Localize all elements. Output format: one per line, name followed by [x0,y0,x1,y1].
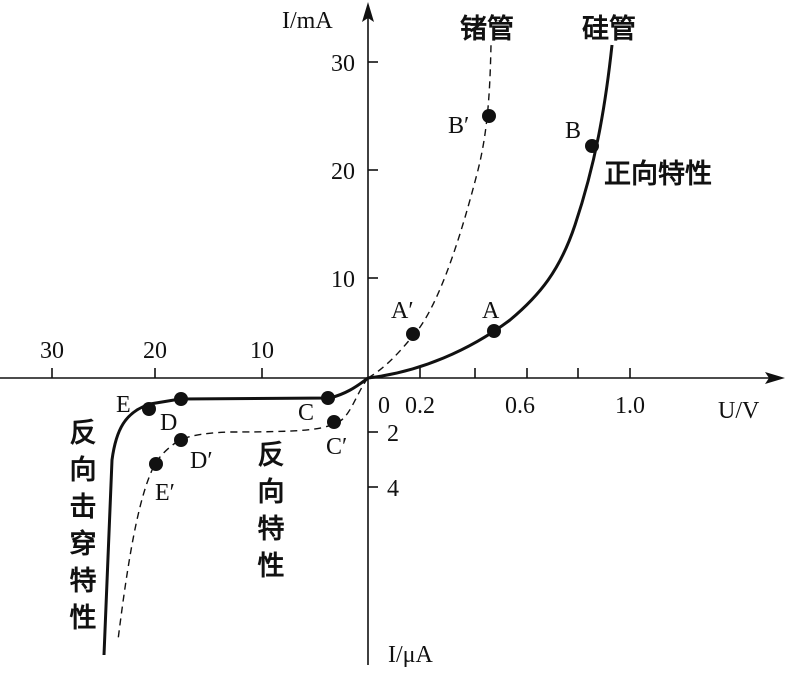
origin-label: 0 [378,393,390,419]
y-arrow [362,2,374,22]
point-label: B [565,118,581,144]
tick-marks [51,61,631,488]
tick-label: 2 [387,421,399,447]
tick-label: 1.0 [615,393,645,419]
x-label: U/V [718,398,760,424]
tick-label: 0.6 [505,393,535,419]
point-label: A [482,298,500,324]
germanium-label: 锗管 [460,14,514,45]
tick-label: 30 [40,338,64,364]
silicon-forward-curve [367,44,614,380]
point-label: E [116,392,131,418]
tick-label: 20 [331,159,355,185]
tick-label: 10 [331,267,355,293]
tick-label: 10 [250,338,274,364]
germanium-forward-curve [367,44,492,379]
points [142,109,599,471]
axes [0,2,785,665]
point-label: C′ [326,434,347,460]
x-arrow [765,372,785,384]
point-label: B′ [448,113,469,139]
point-label: E′ [155,480,175,506]
tick-label: 0.2 [405,393,435,419]
breakdown-label: 反向击穿特性 [65,418,97,640]
point-label: A′ [391,298,414,324]
point-label: D′ [190,448,213,474]
point-label: C [298,400,314,426]
y-top-label: I/mA [282,8,333,34]
reverse-label: 反向特性 [253,440,285,588]
forward-label: 正向特性 [604,158,712,190]
tick-label: 4 [387,476,399,502]
point-label: D [160,410,177,436]
y-bottom-label: I/μA [388,642,434,668]
tick-label: 20 [143,338,167,364]
silicon-label: 硅管 [582,14,636,45]
tick-label: 30 [331,51,355,77]
